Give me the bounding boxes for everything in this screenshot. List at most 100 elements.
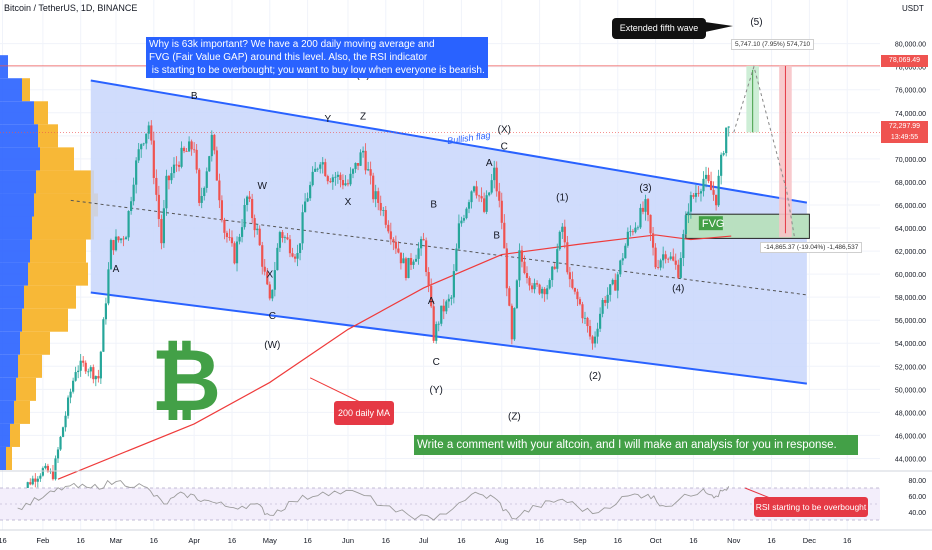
candle [72, 377, 75, 394]
candle [29, 478, 32, 486]
time-tick-label: Feb [36, 536, 49, 545]
candle [150, 120, 153, 145]
target-measure-label: 5,747.10 (7.95%) 574,710 [731, 39, 815, 50]
candle [160, 214, 163, 250]
candle [369, 161, 372, 185]
candle [611, 278, 614, 286]
candle [674, 253, 677, 270]
candle [720, 152, 723, 185]
candle-body [425, 240, 428, 273]
candle [326, 174, 329, 185]
candle-body [404, 258, 408, 279]
candle-body [541, 288, 544, 294]
candle [74, 366, 77, 382]
ma200-line [57, 234, 732, 480]
candle [92, 364, 95, 384]
time-tick-label: 16 [767, 536, 775, 545]
candle-body [576, 291, 579, 300]
volume-bar-orange [40, 147, 74, 171]
candle-body [291, 253, 294, 257]
candle-body [311, 171, 314, 186]
candle [470, 190, 473, 209]
candle-body [722, 153, 725, 155]
wave-label: W [258, 181, 268, 192]
price-tag-timer: 13:49:55 [890, 134, 919, 141]
candle-body [419, 239, 423, 249]
forecast-path [733, 64, 795, 237]
volume-bar-orange [16, 377, 36, 401]
candle [409, 253, 413, 271]
candle [44, 463, 47, 470]
candle [157, 185, 160, 227]
candle-body [619, 260, 622, 275]
candle [354, 162, 357, 173]
candle-body [505, 248, 508, 289]
candle-body [135, 160, 138, 185]
candle-body [583, 317, 587, 319]
candle [223, 217, 226, 240]
candle-body [26, 482, 29, 492]
volume-bar-blue [0, 55, 8, 79]
candle-body [591, 336, 594, 344]
candle-body [571, 279, 574, 288]
candle [102, 317, 105, 352]
candle [404, 256, 408, 281]
candle [571, 271, 574, 290]
candle-body [641, 207, 645, 212]
candle [185, 148, 188, 152]
candle-body [379, 202, 382, 211]
candle [601, 297, 604, 318]
candle-body [140, 144, 143, 150]
candle [488, 191, 491, 197]
candle-body [377, 191, 380, 203]
candle [233, 241, 236, 265]
volume-bar-blue [0, 124, 38, 148]
candle-body [66, 397, 70, 416]
candle-body [147, 125, 150, 134]
currency-label[interactable]: USDT [902, 4, 924, 13]
candle-body [301, 212, 304, 244]
candle [528, 276, 531, 291]
candle [107, 262, 110, 306]
candle-body [336, 174, 339, 177]
candle-body [364, 150, 367, 171]
candle [593, 331, 597, 348]
candle-body [669, 256, 672, 259]
info-line-3: is starting to be overbought; you want t… [149, 65, 485, 76]
candle [39, 473, 42, 482]
candle-body [203, 187, 206, 197]
price-tick-label: 68,000.00 [895, 180, 926, 187]
candle [490, 173, 493, 195]
candle [336, 171, 339, 184]
candle-body [538, 284, 541, 294]
candle [114, 229, 118, 252]
price-tick-label: 54,000.00 [895, 341, 926, 348]
time-tick-label: 16 [0, 536, 7, 545]
candle-body [387, 224, 390, 232]
candle [220, 195, 223, 223]
candle [634, 222, 637, 234]
forecast-line [733, 64, 795, 237]
candle-body [84, 362, 87, 372]
candle-body [351, 169, 355, 174]
candle [387, 220, 390, 234]
candle [725, 127, 728, 157]
candle [142, 142, 145, 146]
candle-body [210, 134, 213, 157]
candle [715, 194, 718, 211]
candle-body [503, 222, 506, 249]
candle-body [253, 218, 256, 231]
candle-body [160, 219, 163, 244]
candle [566, 235, 569, 275]
candle-body [409, 257, 413, 265]
candle-body [593, 336, 597, 344]
candle [659, 258, 662, 271]
candle [646, 198, 650, 222]
volume-bar-orange [22, 308, 68, 332]
price-tick-label: 60,000.00 [895, 272, 926, 279]
candle [510, 303, 513, 345]
candle [692, 192, 695, 199]
candle [606, 287, 609, 309]
volume-bar-blue [0, 354, 18, 378]
